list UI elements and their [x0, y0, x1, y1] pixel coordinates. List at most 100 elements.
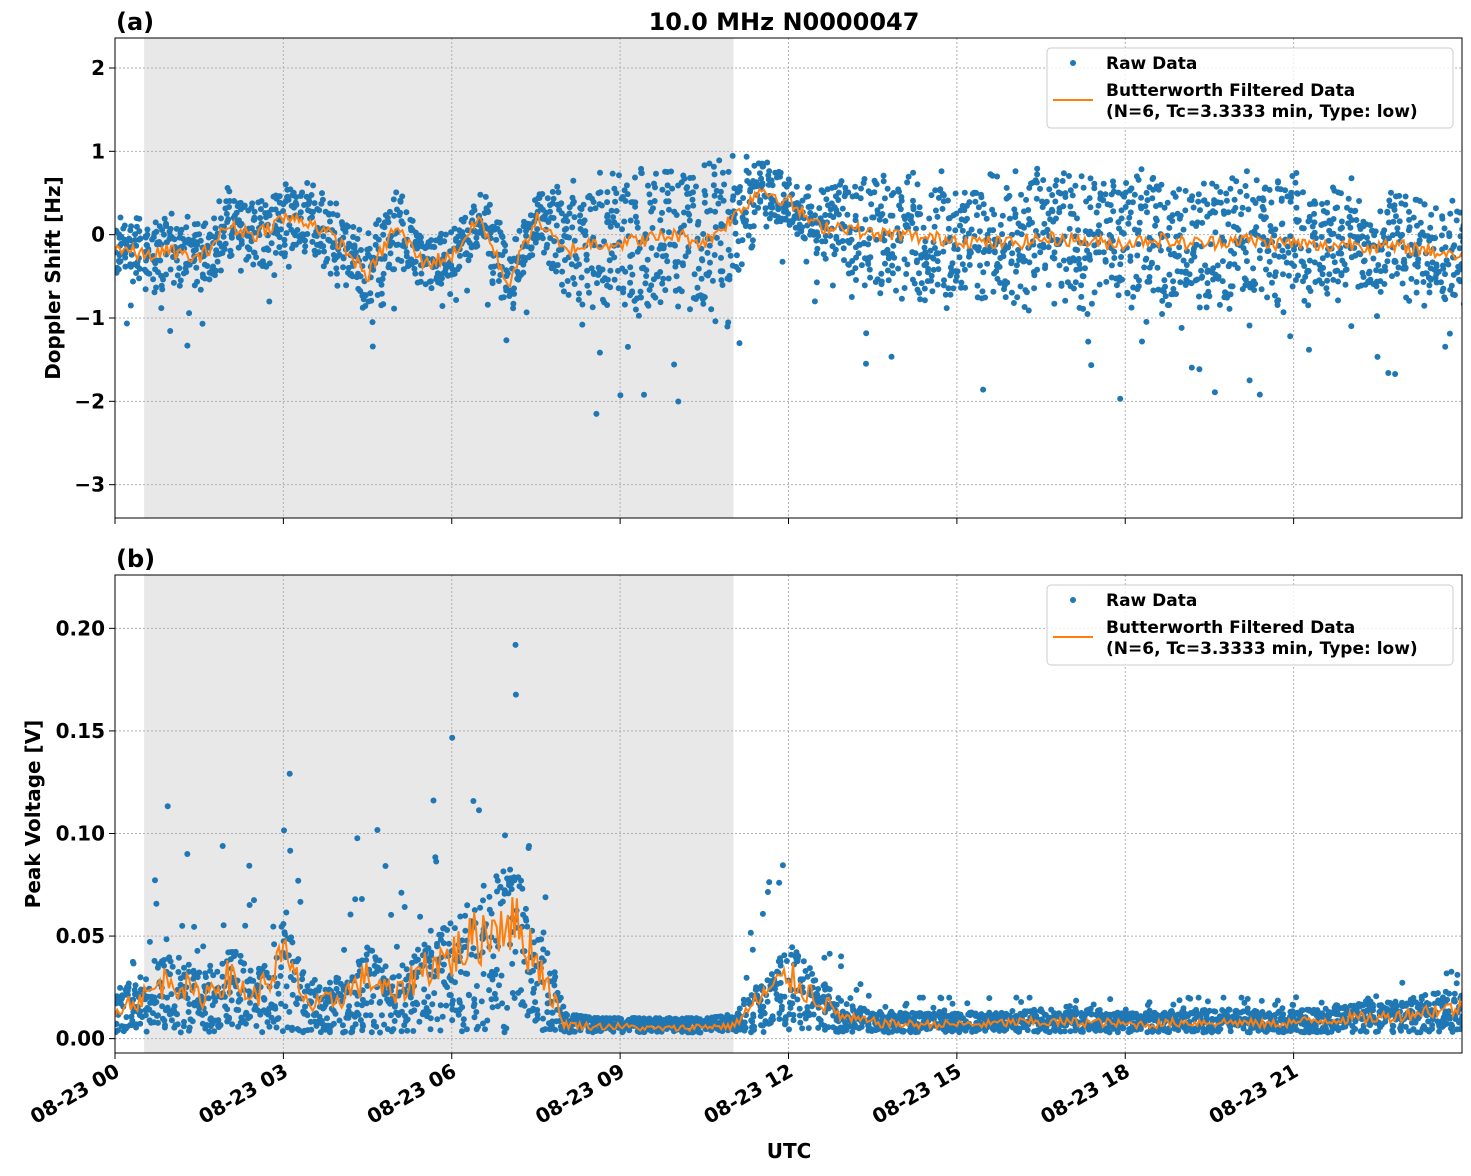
- raw-point: [178, 277, 184, 283]
- raw-point: [1119, 229, 1125, 235]
- panel-a-ylabel: Doppler Shift [Hz]: [41, 176, 65, 380]
- raw-point: [1073, 1008, 1079, 1014]
- raw-point: [472, 1001, 478, 1007]
- raw-point: [334, 975, 340, 981]
- raw-point: [269, 240, 275, 246]
- raw-point: [1286, 250, 1292, 256]
- raw-point: [1271, 233, 1277, 239]
- raw-point: [576, 261, 582, 267]
- raw-point: [935, 214, 941, 220]
- raw-point: [464, 971, 470, 977]
- raw-point: [743, 1025, 749, 1031]
- raw-point: [169, 1017, 175, 1023]
- raw-point: [240, 968, 246, 974]
- raw-point: [697, 1030, 703, 1036]
- y-tick-label: 0.00: [56, 1027, 105, 1051]
- raw-point: [1019, 231, 1025, 237]
- raw-point: [1375, 354, 1381, 360]
- raw-point: [238, 200, 244, 206]
- raw-point: [281, 827, 287, 833]
- raw-point: [832, 204, 838, 210]
- raw-point: [652, 198, 658, 204]
- raw-point: [702, 294, 708, 300]
- raw-point: [388, 250, 394, 256]
- raw-point: [485, 302, 491, 308]
- raw-point: [282, 242, 288, 248]
- raw-point: [1091, 242, 1097, 248]
- raw-point: [1205, 1009, 1211, 1015]
- raw-point: [544, 950, 550, 956]
- raw-point: [331, 1021, 337, 1027]
- raw-point: [710, 1016, 716, 1022]
- raw-point: [569, 224, 575, 230]
- raw-point: [1228, 283, 1234, 289]
- raw-point: [950, 260, 956, 266]
- raw-point: [1267, 187, 1273, 193]
- raw-point: [327, 980, 333, 986]
- raw-point: [216, 251, 222, 257]
- raw-point: [939, 168, 945, 174]
- raw-point: [788, 1005, 794, 1011]
- raw-point: [935, 266, 941, 272]
- raw-point: [877, 1009, 883, 1015]
- raw-point: [984, 216, 990, 222]
- raw-point: [539, 191, 545, 197]
- raw-point: [962, 285, 968, 291]
- raw-point: [153, 229, 159, 235]
- raw-point: [133, 982, 139, 988]
- raw-point: [906, 174, 912, 180]
- raw-point: [650, 225, 656, 231]
- raw-point: [1339, 219, 1345, 225]
- raw-point: [570, 275, 576, 281]
- raw-point: [941, 1007, 947, 1013]
- raw-point: [179, 923, 185, 929]
- raw-point: [710, 278, 716, 284]
- raw-point: [881, 178, 887, 184]
- raw-point: [728, 253, 734, 259]
- raw-point: [1075, 227, 1081, 233]
- raw-point: [495, 878, 501, 884]
- raw-point: [486, 987, 492, 993]
- raw-point: [1393, 259, 1399, 265]
- raw-point: [1406, 227, 1412, 233]
- raw-point: [206, 995, 212, 1001]
- raw-point: [645, 183, 651, 189]
- raw-point: [1040, 242, 1046, 248]
- raw-point: [1235, 265, 1241, 271]
- raw-point: [1346, 196, 1352, 202]
- raw-point: [266, 299, 272, 305]
- raw-point: [381, 271, 387, 277]
- raw-point: [614, 208, 620, 214]
- raw-point: [687, 191, 693, 197]
- raw-point: [838, 953, 844, 959]
- raw-point: [394, 944, 400, 950]
- raw-point: [711, 164, 717, 170]
- raw-point: [1067, 1003, 1073, 1009]
- raw-point: [635, 249, 641, 255]
- raw-point: [733, 231, 739, 237]
- raw-point: [807, 965, 813, 971]
- raw-point: [862, 282, 868, 288]
- raw-point: [1007, 216, 1013, 222]
- raw-point: [540, 1016, 546, 1022]
- raw-point: [1034, 267, 1040, 273]
- raw-point: [513, 692, 519, 698]
- raw-point: [1139, 166, 1145, 172]
- raw-point: [158, 305, 164, 311]
- raw-point: [854, 987, 860, 993]
- raw-point: [519, 886, 525, 892]
- raw-point: [391, 196, 397, 202]
- y-tick-label: 0: [91, 223, 105, 247]
- raw-point: [702, 200, 708, 206]
- raw-point: [265, 247, 271, 253]
- raw-point: [1364, 235, 1370, 241]
- raw-point: [1066, 173, 1072, 179]
- raw-point: [1204, 269, 1210, 275]
- raw-point: [280, 1028, 286, 1034]
- raw-point: [823, 196, 829, 202]
- raw-point: [716, 157, 722, 163]
- raw-point: [782, 994, 788, 1000]
- raw-point: [1463, 224, 1469, 230]
- raw-point: [1406, 209, 1412, 215]
- raw-point: [1294, 190, 1300, 196]
